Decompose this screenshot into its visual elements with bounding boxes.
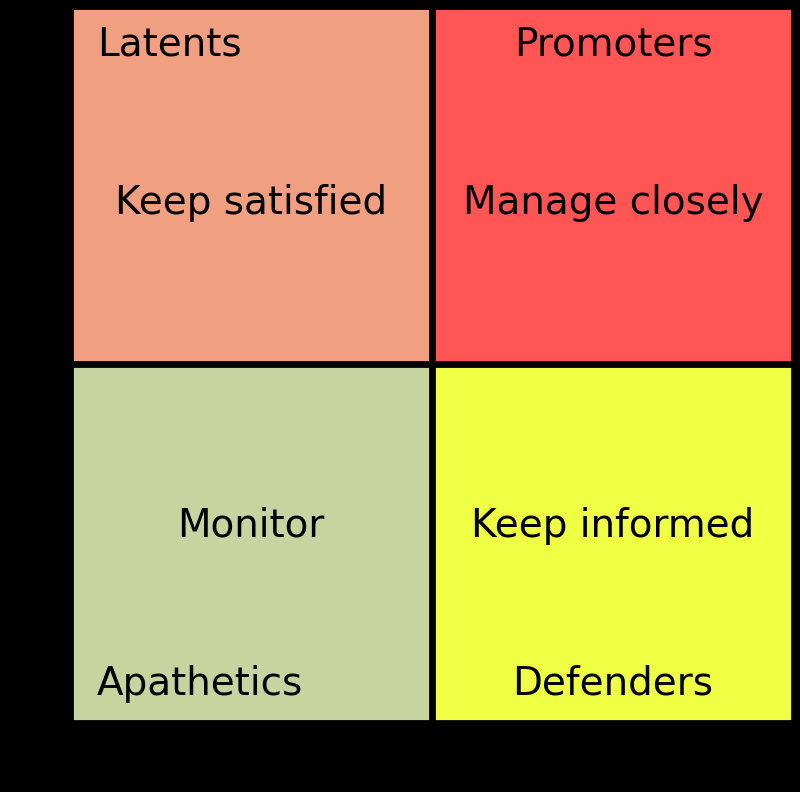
Text: Apathetics: Apathetics (97, 665, 303, 703)
Bar (434, 8, 792, 363)
Text: Promoters: Promoters (514, 25, 712, 63)
Text: Keep informed: Keep informed (471, 507, 754, 545)
Bar (434, 366, 792, 721)
Text: Manage closely: Manage closely (462, 184, 763, 222)
Text: Latents: Latents (97, 25, 242, 63)
Text: Defenders: Defenders (513, 665, 714, 703)
Text: Monitor: Monitor (178, 507, 325, 545)
Bar (72, 366, 430, 721)
Bar (72, 8, 430, 363)
Text: Keep satisfied: Keep satisfied (115, 184, 387, 222)
